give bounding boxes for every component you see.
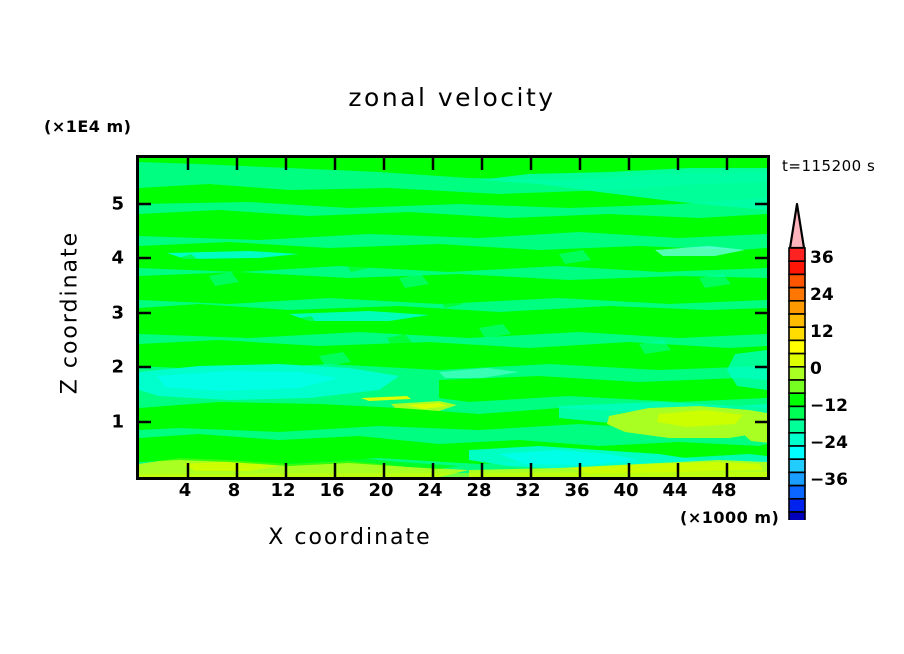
- y-tick-label: 3: [111, 302, 124, 324]
- y-tick-label: 1: [111, 411, 124, 433]
- colorbar-tick-label: 24: [810, 285, 834, 305]
- colorbar-tick-label: 12: [810, 322, 834, 342]
- colorbar-tick-label: −24: [810, 433, 848, 453]
- x-axis-unit-label: (×1000 m): [680, 508, 780, 527]
- timestamp-label: t=115200 s: [782, 157, 876, 175]
- y-axis-title: Z coordinate: [57, 230, 83, 395]
- x-tick-label: 36: [564, 480, 590, 501]
- x-tick-label: 20: [368, 480, 394, 501]
- y-axis-unit-label: (×1E4 m): [44, 117, 132, 136]
- x-tick-label: 44: [662, 480, 688, 501]
- contour-field: [139, 158, 767, 477]
- x-tick-label: 32: [515, 480, 541, 501]
- y-tick-label: 4: [111, 247, 124, 269]
- colorbar-tick-label: −12: [810, 396, 848, 416]
- x-tick-label: 28: [466, 480, 492, 501]
- x-tick-label: 48: [711, 480, 737, 501]
- y-tick-label: 5: [111, 193, 124, 215]
- x-tick-label: 4: [178, 480, 192, 501]
- colorbar[interactable]: 36 24 12 0 −12 −24 −36: [776, 200, 848, 614]
- x-tick-label: 8: [227, 480, 241, 501]
- x-axis-title: X coordinate: [268, 525, 432, 550]
- x-tick-label: 12: [270, 480, 296, 501]
- colorbar-tick-label: −36: [810, 470, 848, 490]
- y-tick-label: 2: [111, 356, 124, 378]
- x-tick-label: 24: [417, 480, 443, 501]
- colorbar-tick-label: 36: [810, 248, 834, 268]
- page-title: zonal velocity: [348, 83, 556, 112]
- x-tick-label: 40: [613, 480, 639, 501]
- colorbar-tick-label: 0: [810, 359, 822, 379]
- contour-plot-area: [136, 155, 770, 480]
- x-tick-label: 16: [319, 480, 345, 501]
